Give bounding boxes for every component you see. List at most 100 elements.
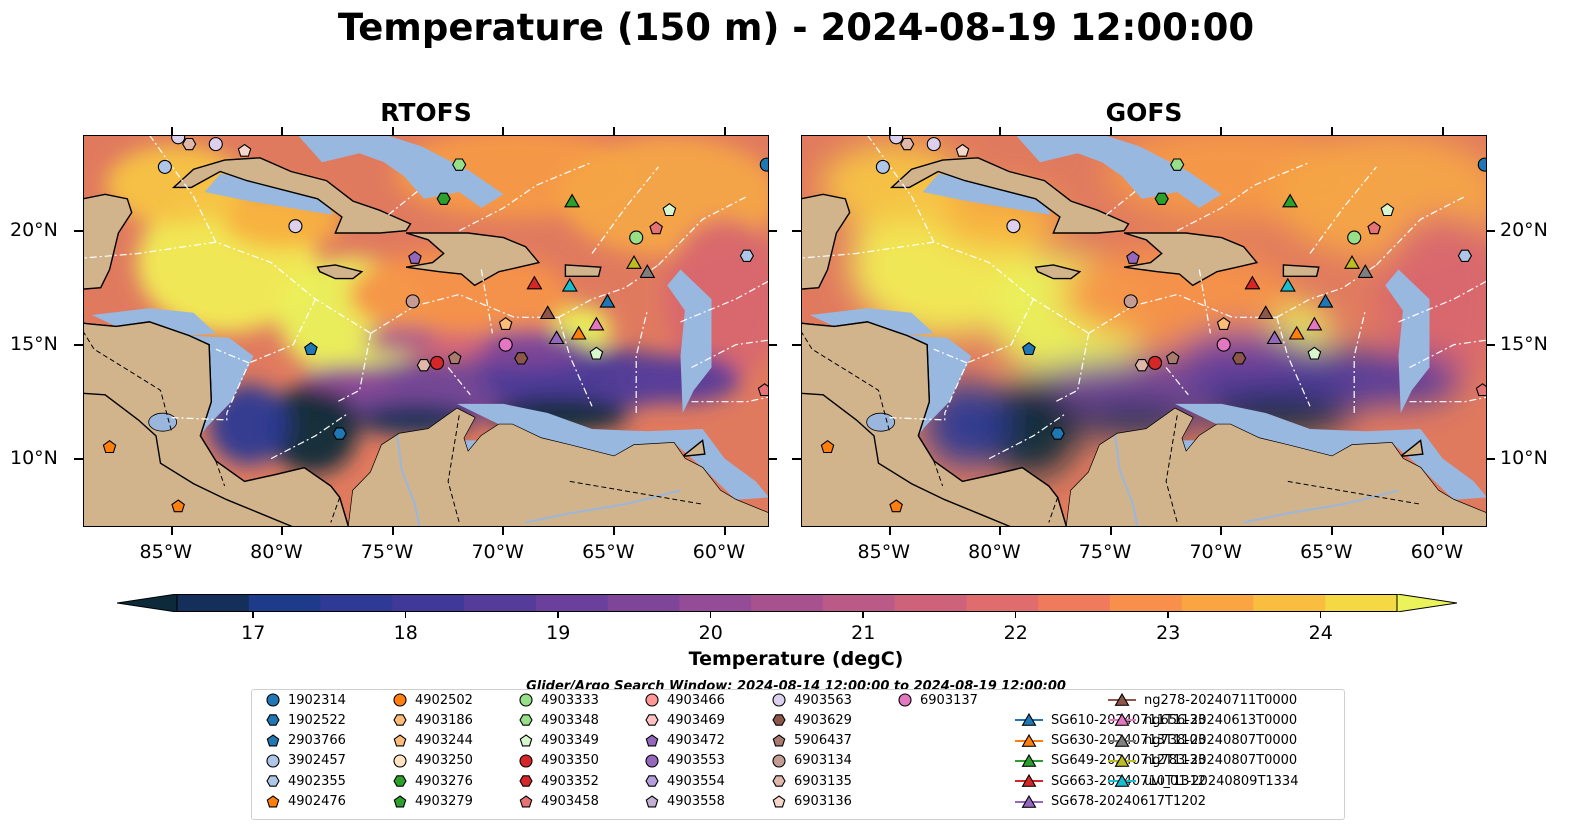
legend-entry: 4903352	[519, 773, 599, 789]
legend-label: 1902314	[288, 692, 346, 708]
country-border-line	[215, 460, 226, 487]
observation-marker-2903766	[304, 342, 318, 356]
legend-entry: 4903279	[393, 794, 473, 810]
observation-marker-4903563	[171, 135, 186, 145]
legend-entry: 1902314	[266, 692, 346, 708]
colorbar-tick-mark	[557, 612, 559, 618]
circle-marker-icon	[266, 754, 280, 768]
triangle-marker-icon	[1015, 753, 1043, 767]
observation-marker-1902522	[1050, 427, 1065, 440]
observation-marker-4903276	[436, 192, 451, 205]
shelf-honduras	[91, 308, 216, 336]
land-yucatan	[83, 193, 133, 290]
legend-marker	[772, 714, 786, 727]
lon-tick-mark	[1331, 527, 1334, 535]
lat-tick-mark	[769, 343, 777, 346]
lon-tick-mark	[613, 527, 616, 535]
lon-tick-label: 85°W	[139, 541, 192, 563]
legend-marker	[1021, 733, 1037, 747]
triangle-marker-icon	[1015, 794, 1043, 808]
lat-tick-label: 15°N	[1500, 332, 1548, 355]
land-south-america-fill	[1066, 408, 1487, 527]
observation-marker-4903350	[430, 355, 445, 370]
legend-label: 4903472	[667, 733, 725, 749]
eez-boundary-line	[866, 135, 1090, 334]
observation-marker-sg663-20240710t1312	[1244, 275, 1261, 290]
land-cuba	[171, 157, 412, 234]
colorbar-bin	[751, 594, 824, 612]
panel-title-rtofs: RTOFS	[380, 98, 472, 127]
pentagon-marker-icon	[519, 733, 533, 747]
observation-marker-ng738-20240807t0000	[1357, 264, 1374, 278]
shelf-cuba_s	[204, 173, 334, 215]
legend-marker	[1021, 753, 1037, 767]
legend: 1902314 1902522 2903766 3902457 4902355 49024…	[251, 689, 1345, 820]
land-jamaica	[316, 264, 364, 280]
legend-label: 4903563	[794, 692, 852, 708]
colorbar-bin	[535, 594, 609, 612]
legend-marker	[1021, 794, 1037, 808]
colorbar-extend-low	[116, 593, 178, 613]
eez-boundary-line	[215, 348, 250, 364]
colorbar-extend-high	[1396, 593, 1458, 613]
legend-marker	[519, 733, 533, 747]
observation-marker-4903629	[1232, 352, 1247, 365]
land-central-america-fill	[83, 321, 350, 527]
legend-marker	[1114, 733, 1130, 747]
legend-marker	[266, 775, 280, 787]
circle-marker-icon	[393, 693, 407, 707]
lat-tick-label: 20°N	[10, 218, 58, 241]
legend-label: 6903136	[794, 794, 852, 809]
colorbar-bin	[392, 594, 465, 612]
observation-marker-4903244	[498, 317, 513, 330]
eez-boundary-line	[1375, 195, 1466, 266]
legend-entry: ng278-20240711T0000	[1108, 692, 1297, 708]
legend-label: 4902355	[288, 773, 346, 789]
pentagon-marker-icon	[266, 794, 280, 807]
panel-title-gofs: GOFS	[1105, 98, 1183, 127]
legend-label: 2903766	[288, 733, 346, 749]
legend-entry: 4903250	[393, 753, 473, 769]
country-border-line	[1165, 415, 1178, 523]
lat-tick-mark	[74, 343, 83, 346]
colorbar-tick-label: 17	[241, 622, 266, 644]
temperature-field-patch	[1180, 328, 1307, 371]
lon-tick-mark-top	[170, 127, 173, 135]
legend-label: ng278-20240711T0000	[1144, 692, 1298, 708]
colorbar-bin	[1038, 594, 1111, 612]
colorbar-tick-label: 20	[698, 622, 723, 644]
circle-marker-icon	[645, 754, 659, 768]
legend-marker	[772, 775, 786, 787]
eez-boundary-line	[1106, 189, 1138, 216]
triangle-marker-icon	[1015, 774, 1043, 788]
observation-marker-4902355	[739, 249, 755, 262]
temperature-field-patch	[1061, 247, 1293, 342]
land-hispaniola	[405, 232, 541, 287]
lat-tick-label: 20°N	[1500, 218, 1548, 241]
eez-boundary-line	[657, 195, 748, 266]
legend-entry: 4903472	[645, 733, 725, 749]
colorbar-label: Temperature (degC)	[688, 648, 904, 670]
colorbar-swatches	[116, 593, 1458, 613]
observation-marker-sg649-20240712t1133	[564, 193, 581, 208]
country-border-line	[1048, 497, 1059, 523]
shelf-bahamas	[1015, 135, 1222, 208]
country-border-line	[801, 330, 890, 432]
lat-tick-mark	[792, 457, 801, 460]
lon-tick-label: 60°W	[1410, 541, 1464, 563]
legend-entry: 4903186	[393, 712, 473, 728]
legend-entry: 5906437	[772, 733, 852, 749]
eez-boundary-line	[1198, 269, 1211, 334]
triangle-marker-icon	[1108, 692, 1136, 706]
observation-marker-6903135	[416, 359, 431, 372]
shelf-venezuela	[1175, 403, 1487, 500]
observation-marker-sg610-20240711t1133	[599, 293, 616, 308]
colorbar-tick-label: 21	[851, 622, 876, 644]
circle-marker-icon	[645, 693, 659, 707]
colorbar-tick-mark	[252, 612, 254, 618]
lon-tick-mark	[170, 527, 173, 535]
observation-marker-sg663-20240710t1312	[526, 275, 543, 290]
legend-marker	[898, 693, 912, 707]
legend-marker	[1114, 753, 1130, 767]
observation-marker-4903333	[629, 230, 644, 245]
